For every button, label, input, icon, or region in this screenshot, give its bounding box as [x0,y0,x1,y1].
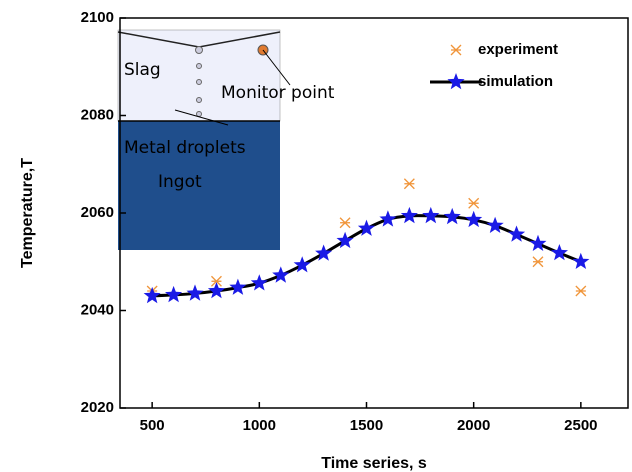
x-tick-label: 1000 [243,417,276,434]
star-marker [443,207,461,225]
star-marker [336,231,354,249]
legend-entry: experiment [450,41,558,58]
star-marker [379,210,397,227]
star-marker [550,244,568,261]
star-marker [486,216,504,233]
star-marker [422,206,440,224]
star-marker [508,225,526,242]
y-tick-label: 2060 [81,204,114,221]
droplet [196,79,202,85]
inset-label: Metal droplets [124,138,246,158]
star-marker [186,284,204,301]
asterisk-marker [575,285,587,297]
asterisk-marker [532,256,544,268]
y-tick-label: 2100 [81,9,114,26]
star-marker [165,285,183,303]
x-tick-label: 1500 [350,417,383,434]
legend-label: experiment [478,41,558,58]
star-marker [293,256,311,273]
star-marker [272,266,290,283]
pointer [262,49,291,86]
slag-region [117,29,281,122]
star-marker [143,286,161,304]
star-marker [400,206,418,224]
asterisk-marker [339,217,351,229]
asterisk-marker [210,275,222,287]
droplet [195,46,203,54]
star-marker [315,244,333,261]
star-marker [357,219,376,236]
inset: Slag Monitor point Metal droplets Ingot [117,29,335,250]
ingot-region [118,121,280,250]
asterisk-marker [403,178,415,190]
droplet [196,111,202,117]
inset-label: Slag [124,60,161,80]
star-marker [465,210,483,228]
droplet [196,63,202,69]
legend-entry: simulation [430,73,553,90]
y-tick-label: 2040 [81,301,114,318]
legend-star [447,73,465,90]
pointer [174,109,229,126]
x-tick-label: 2500 [564,417,597,434]
inset-label: Monitor point [221,83,335,103]
y-tick-label: 2020 [81,399,114,416]
legend-label: simulation [478,73,553,90]
y-axis-label: Temperature,T [19,158,36,268]
x-tick-label: 500 [140,417,165,434]
star-marker [207,282,225,299]
y-tick-label: 2080 [81,106,114,123]
x-tick-label: 2000 [457,417,490,434]
star-marker [572,252,590,269]
star-marker [229,278,247,295]
legend-asterisk [450,44,462,56]
inset-label: Ingot [158,172,202,192]
droplet [196,97,202,103]
asterisk-marker [468,197,480,209]
star-marker [529,234,547,251]
star-marker [250,274,268,291]
x-axis-label: Time series, s [321,455,427,472]
